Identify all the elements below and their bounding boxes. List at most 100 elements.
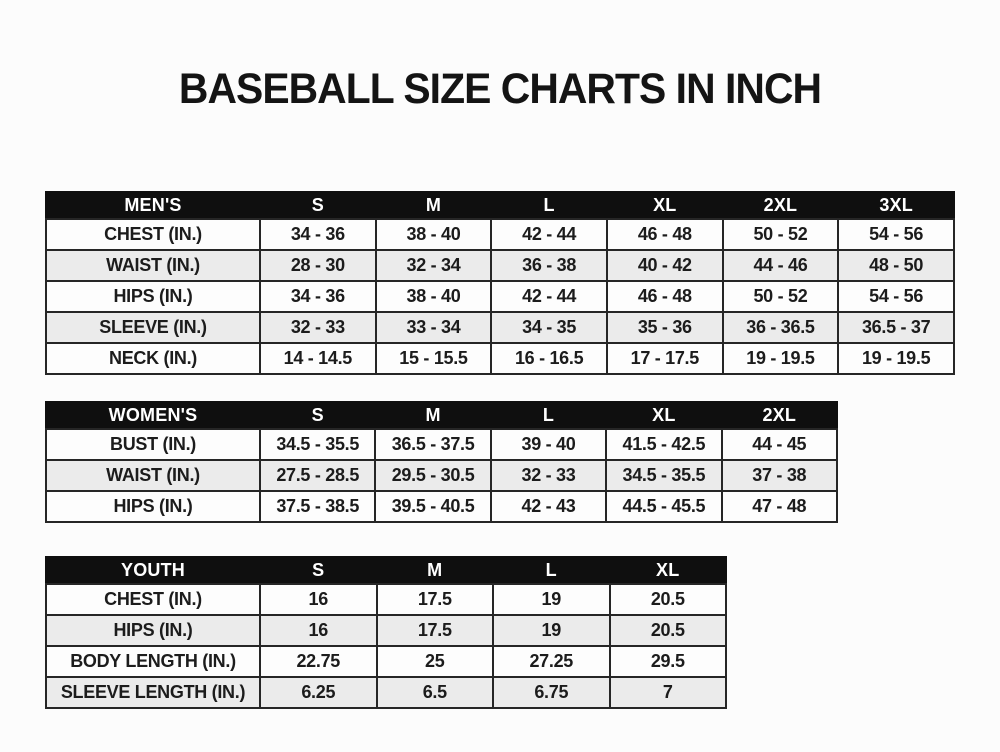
size-value: 34 - 36 [259, 218, 377, 251]
table-row: WAIST (IN.) 28 - 30 32 - 34 36 - 38 40 - 42 4… [45, 249, 955, 282]
size-value: 46 - 48 [605, 218, 724, 251]
measurement-label: HIPS (IN.) [45, 490, 261, 523]
size-value: 35 - 36 [605, 311, 724, 344]
size-value: 6.5 [375, 676, 494, 709]
size-value: 38 - 40 [374, 280, 493, 313]
size-value: 37.5 - 38.5 [258, 490, 377, 523]
size-value: 39 - 40 [489, 428, 608, 461]
size-value: 32 - 33 [259, 311, 377, 344]
size-value: 34 - 35 [490, 311, 608, 344]
size-value: 15 - 15.5 [374, 342, 493, 375]
size-value: 17.5 [375, 614, 494, 647]
size-column-header: XL [605, 191, 724, 220]
table-row: CHEST (IN.) 16 17.5 19 20.5 [45, 583, 727, 616]
measurement-label: WAIST (IN.) [45, 249, 261, 282]
size-value: 27.5 - 28.5 [258, 459, 377, 492]
size-value: 16 [259, 614, 378, 647]
size-value: 29.5 [608, 645, 727, 678]
youth-size-table-title: YOUTH [45, 556, 261, 585]
mens-size-table-title: MEN'S [45, 191, 261, 220]
size-value: 6.25 [259, 676, 378, 709]
table-row: BUST (IN.) 34.5 - 35.5 36.5 - 37.5 39 - 40 4… [45, 428, 839, 461]
size-value: 20.5 [608, 583, 727, 616]
size-value: 48 - 50 [837, 249, 955, 282]
size-value: 44 - 46 [721, 249, 840, 282]
size-value: 19 [492, 583, 611, 616]
size-column-header: S [259, 556, 378, 585]
size-value: 54 - 56 [837, 218, 955, 251]
womens-size-table: WOMEN'S S M L XL 2XL BUST (IN.) 34.5 - 35.5 36.5… [45, 401, 839, 523]
table-row: SLEEVE LENGTH (IN.) 6.25 6.5 6.75 7 [45, 676, 727, 709]
size-value: 40 - 42 [605, 249, 724, 282]
measurement-label: HIPS (IN.) [45, 280, 261, 313]
size-value: 17.5 [375, 583, 494, 616]
size-value: 16 [259, 583, 378, 616]
measurement-label: BODY LENGTH (IN.) [45, 645, 261, 678]
size-value: 14 - 14.5 [259, 342, 377, 375]
size-column-header: XL [608, 556, 727, 585]
size-value: 34.5 - 35.5 [605, 459, 723, 492]
size-value: 34 - 36 [259, 280, 377, 313]
womens-size-table-title: WOMEN'S [45, 401, 261, 430]
size-value: 17 - 17.5 [605, 342, 724, 375]
size-column-header: L [489, 401, 608, 430]
size-value: 36 - 38 [490, 249, 608, 282]
size-value: 54 - 56 [837, 280, 955, 313]
size-value: 42 - 44 [490, 218, 608, 251]
size-column-header: L [490, 191, 608, 220]
size-value: 36 - 36.5 [721, 311, 840, 344]
size-column-header: M [375, 556, 494, 585]
mens-size-table: MEN'S S M L XL 2XL 3XL CHEST (IN.) 34 - 36 38 - 4… [45, 191, 955, 375]
mens-size-table-header-row: MEN'S S M L XL 2XL 3XL [45, 191, 955, 220]
size-value: 47 - 48 [720, 490, 839, 523]
size-value: 42 - 43 [489, 490, 608, 523]
size-value: 41.5 - 42.5 [605, 428, 723, 461]
measurement-label: CHEST (IN.) [45, 218, 261, 251]
size-value: 16 - 16.5 [490, 342, 608, 375]
size-value: 37 - 38 [720, 459, 839, 492]
size-value: 27.25 [492, 645, 611, 678]
measurement-label: BUST (IN.) [45, 428, 261, 461]
measurement-label: SLEEVE (IN.) [45, 311, 261, 344]
size-column-header: M [374, 401, 492, 430]
size-value: 38 - 40 [374, 218, 493, 251]
size-column-header: S [258, 401, 377, 430]
size-column-header: S [259, 191, 377, 220]
table-row: NECK (IN.) 14 - 14.5 15 - 15.5 16 - 16.5 17 … [45, 342, 955, 375]
size-value: 6.75 [492, 676, 611, 709]
size-column-header: XL [605, 401, 723, 430]
size-value: 7 [608, 676, 727, 709]
size-value: 28 - 30 [259, 249, 377, 282]
size-column-header: M [374, 191, 493, 220]
womens-size-table-header-row: WOMEN'S S M L XL 2XL [45, 401, 839, 430]
size-value: 25 [375, 645, 494, 678]
size-value: 46 - 48 [605, 280, 724, 313]
table-row: HIPS (IN.) 34 - 36 38 - 40 42 - 44 46 - 48 50… [45, 280, 955, 313]
size-value: 19 - 19.5 [721, 342, 840, 375]
size-value: 22.75 [259, 645, 378, 678]
size-value: 44 - 45 [720, 428, 839, 461]
size-value: 29.5 - 30.5 [374, 459, 492, 492]
page-title: BASEBALL SIZE CHARTS IN INCH [178, 65, 822, 113]
size-value: 50 - 52 [721, 280, 840, 313]
size-value: 19 - 19.5 [837, 342, 955, 375]
table-row: SLEEVE (IN.) 32 - 33 33 - 34 34 - 35 35 - 36… [45, 311, 955, 344]
size-value: 36.5 - 37.5 [374, 428, 492, 461]
table-row: CHEST (IN.) 34 - 36 38 - 40 42 - 44 46 - 48 5… [45, 218, 955, 251]
size-value: 50 - 52 [721, 218, 840, 251]
size-column-header: 3XL [837, 191, 955, 220]
size-value: 42 - 44 [490, 280, 608, 313]
size-value: 32 - 33 [489, 459, 608, 492]
size-value: 33 - 34 [374, 311, 493, 344]
size-column-header: L [492, 556, 611, 585]
youth-size-table: YOUTH S M L XL CHEST (IN.) 16 17.5 19 20.5 HIPS (I… [45, 556, 727, 709]
table-row: HIPS (IN.) 37.5 - 38.5 39.5 - 40.5 42 - 43 4… [45, 490, 839, 523]
measurement-label: CHEST (IN.) [45, 583, 261, 616]
youth-size-table-header-row: YOUTH S M L XL [45, 556, 727, 585]
size-value: 34.5 - 35.5 [258, 428, 377, 461]
size-value: 20.5 [608, 614, 727, 647]
table-row: WAIST (IN.) 27.5 - 28.5 29.5 - 30.5 32 - 33… [45, 459, 839, 492]
size-value: 32 - 34 [374, 249, 493, 282]
measurement-label: NECK (IN.) [45, 342, 261, 375]
measurement-label: WAIST (IN.) [45, 459, 261, 492]
